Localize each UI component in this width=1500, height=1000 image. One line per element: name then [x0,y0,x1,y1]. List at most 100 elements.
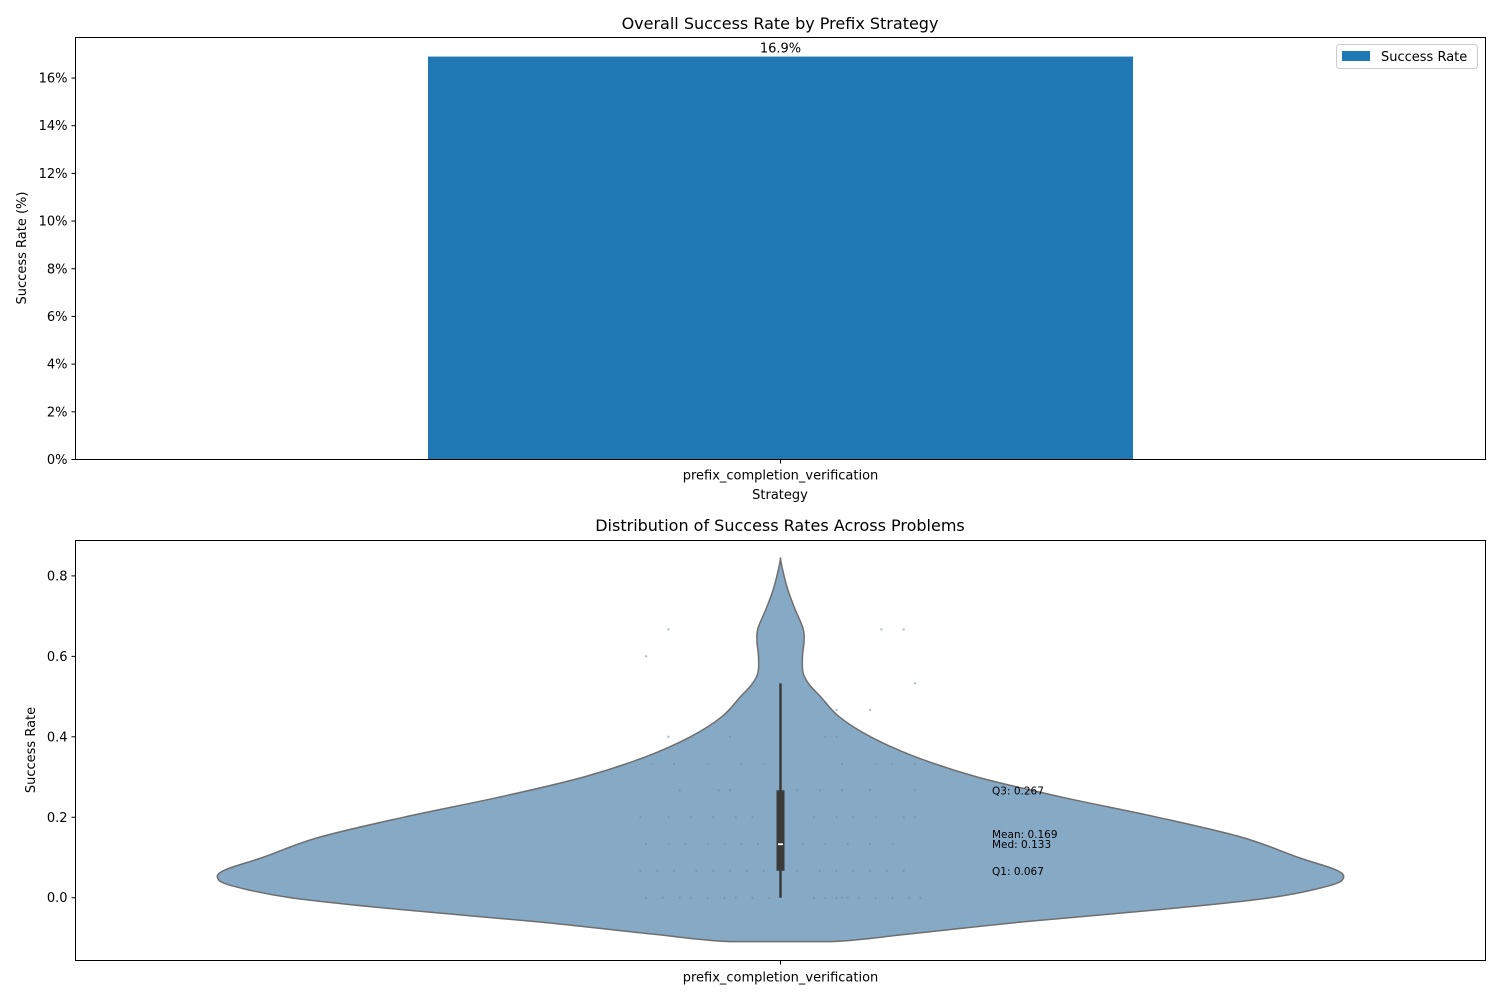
data-point [734,896,737,899]
legend-label: Success Rate [1381,50,1467,65]
violin-y-tick-label: 0.4 [47,730,68,745]
data-point [667,816,670,819]
data-point [835,896,838,899]
data-point [857,896,861,899]
data-point [913,682,917,685]
violin-y-tick-label: 0.6 [47,650,68,665]
data-point [824,735,827,739]
data-point [734,816,737,819]
data-point [835,708,838,712]
data-point [840,789,844,792]
data-point [762,869,765,872]
data-point [902,869,905,872]
data-point [902,816,905,819]
data-point [768,896,771,899]
data-point [891,762,894,765]
violin-y-tick-label: 0.0 [47,891,68,906]
bar-y-axis-label: Success Rate (%) [15,192,30,305]
violin-y-axis-label: Success Rate [24,707,39,793]
data-point [835,869,838,872]
legend-box [1336,44,1478,69]
data-point [913,789,917,792]
data-point [650,762,653,765]
data-point [874,896,877,899]
data-point [824,896,827,899]
data-point [695,869,698,872]
data-point [868,789,872,792]
data-point [751,682,754,685]
data-point [672,869,676,872]
violin-chart: Distribution of Success Rates Across Pro… [24,516,1486,986]
data-point [874,762,877,765]
data-point [639,816,642,819]
data-point [745,869,749,872]
data-point [644,843,648,846]
data-point [880,628,883,631]
data-point [885,869,889,872]
data-point [824,843,827,846]
bar-plot-area: 16.9% [428,42,1133,460]
data-point [835,816,838,819]
data-point [723,843,726,846]
bar-chart: Overall Success Rate by Prefix Strategy … [15,14,1486,503]
legend-swatch [1342,51,1370,61]
data-point [835,735,838,739]
stat-annotation: Mean: 0.169 [992,829,1058,841]
data-point [740,762,743,765]
violin-x-axis: prefix_completion_verification [683,960,879,986]
bar-y-tick-label: 16% [39,72,68,87]
data-point [756,843,760,846]
bar-y-tick-label: 0% [47,453,68,468]
data-point [728,869,732,872]
bar-y-tick-label: 2% [47,405,68,420]
data-point [712,816,715,819]
data-point [818,789,821,792]
data-point [728,789,732,792]
data-point [840,896,844,899]
data-point [689,816,693,819]
data-point [678,896,681,899]
data-point [818,869,821,872]
data-point [706,843,709,846]
violin-plot-area [216,557,1345,943]
data-point [639,869,642,872]
bar-y-tick-label: 4% [47,358,68,373]
violin-y-tick-label: 0.8 [47,569,68,584]
data-point [874,816,877,819]
bar-y-tick-label: 14% [39,119,68,134]
stat-annotation: Q1: 0.067 [992,866,1044,878]
bar-x-tick-label: prefix_completion_verification [683,469,879,484]
data-point [706,762,709,765]
bar-y-tick-label: 8% [47,262,68,277]
data-point [846,843,849,846]
data-point [913,816,917,819]
data-point [868,869,872,872]
bar-y-tick-label: 12% [39,167,68,182]
data-point [751,896,754,899]
data-point [762,762,765,765]
data-point [667,843,670,846]
bar-chart-title: Overall Success Rate by Prefix Strategy [622,14,939,33]
violin-y-tick-label: 0.2 [47,811,68,826]
data-point [852,869,855,872]
data-point [706,896,709,899]
data-point [644,896,648,899]
bar [428,56,1133,460]
data-point [801,843,805,846]
data-point [796,869,799,872]
data-point [868,708,872,712]
data-point [751,816,754,819]
bar-y-axis: 0% 2% 4% 6% 8% 10% 12% 14% 16% [39,72,76,468]
data-point [868,735,872,739]
violin-x-tick-label: prefix_completion_verification [683,971,879,986]
data-point [796,789,799,792]
data-point [689,896,693,899]
stat-annotation: Q3: 0.267 [992,785,1044,797]
data-point [712,869,715,872]
data-point [812,896,816,899]
data-point [891,843,894,846]
data-point [840,762,844,765]
bar-value-label: 16.9% [760,42,801,57]
data-point [728,735,732,739]
